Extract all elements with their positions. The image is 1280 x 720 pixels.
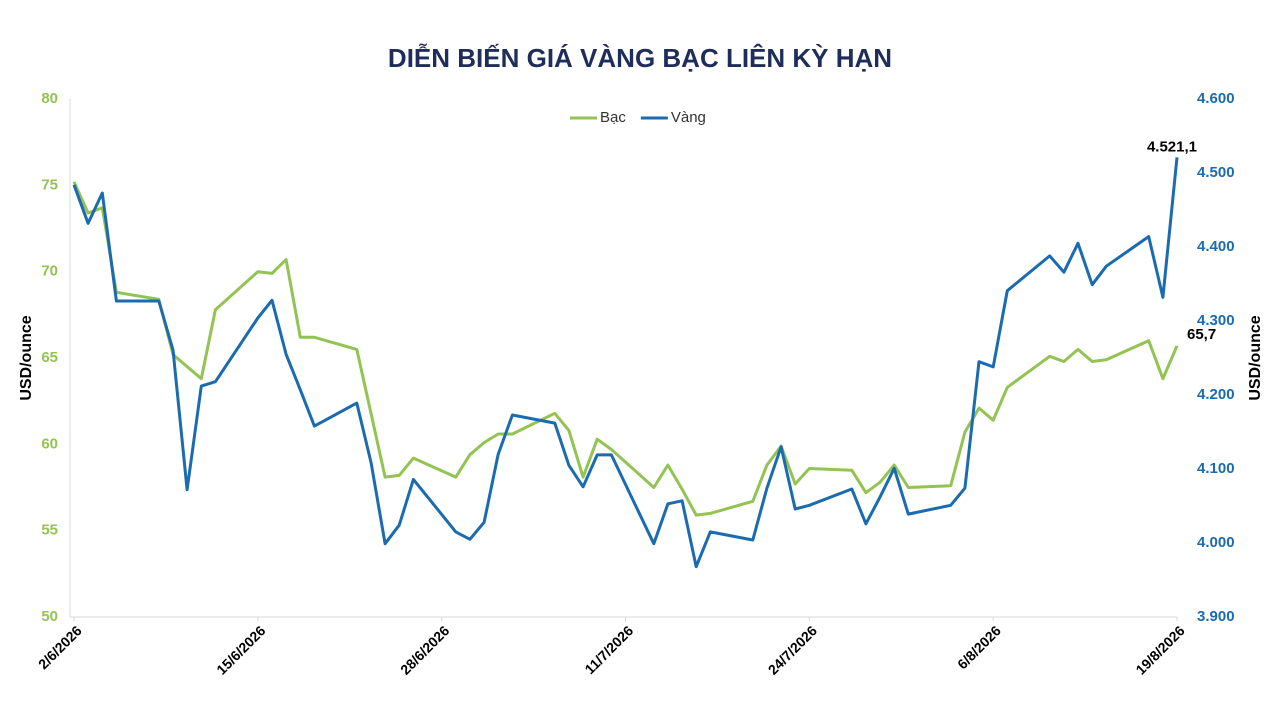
- series-line: [72, 181, 1179, 517]
- value-label: 65,7: [1187, 326, 1216, 343]
- y2-tick-label: 4.300: [1197, 312, 1235, 329]
- y2-tick-label: 4.200: [1197, 386, 1235, 403]
- x-tick-label: 11/7/2026: [581, 622, 636, 677]
- y2-tick-label: 4.400: [1197, 238, 1235, 255]
- y-tick-label: 60: [41, 435, 58, 452]
- x-tick-label: 6/8/2026: [954, 622, 1004, 672]
- y2-axis-label: USD/ounce: [1247, 315, 1264, 400]
- series-line: [72, 157, 1179, 569]
- y-tick-label: 65: [41, 349, 58, 366]
- x-tick-label: 19/8/2026: [1132, 622, 1188, 678]
- y-tick-label: 70: [41, 263, 58, 280]
- y-tick-label: 80: [41, 90, 58, 107]
- value-label: 4.521,1: [1147, 138, 1197, 155]
- y2-tick-label: 4.500: [1197, 164, 1235, 181]
- y-axis-label: USD/ounce: [18, 315, 35, 400]
- x-tick-label: 24/7/2026: [765, 622, 821, 678]
- y-tick-label: 55: [41, 522, 58, 539]
- y2-tick-label: 4.100: [1197, 460, 1235, 477]
- y2-tick-label: 3.900: [1197, 608, 1235, 625]
- legend-label: Vàng: [671, 109, 706, 126]
- y-tick-label: 75: [41, 176, 58, 193]
- x-tick-label: 15/6/2026: [213, 622, 269, 678]
- x-tick-label: 2/6/2026: [35, 622, 85, 672]
- y2-tick-label: 4.600: [1197, 90, 1235, 107]
- x-tick-label: 28/6/2026: [397, 622, 453, 678]
- y-tick-label: 50: [41, 608, 58, 625]
- legend-label: Bạc: [600, 109, 626, 126]
- y2-tick-label: 4.000: [1197, 534, 1235, 551]
- chart-title: DIỄN BIẾN GIÁ VÀNG BẠC LIÊN KỲ HẠN: [388, 43, 892, 73]
